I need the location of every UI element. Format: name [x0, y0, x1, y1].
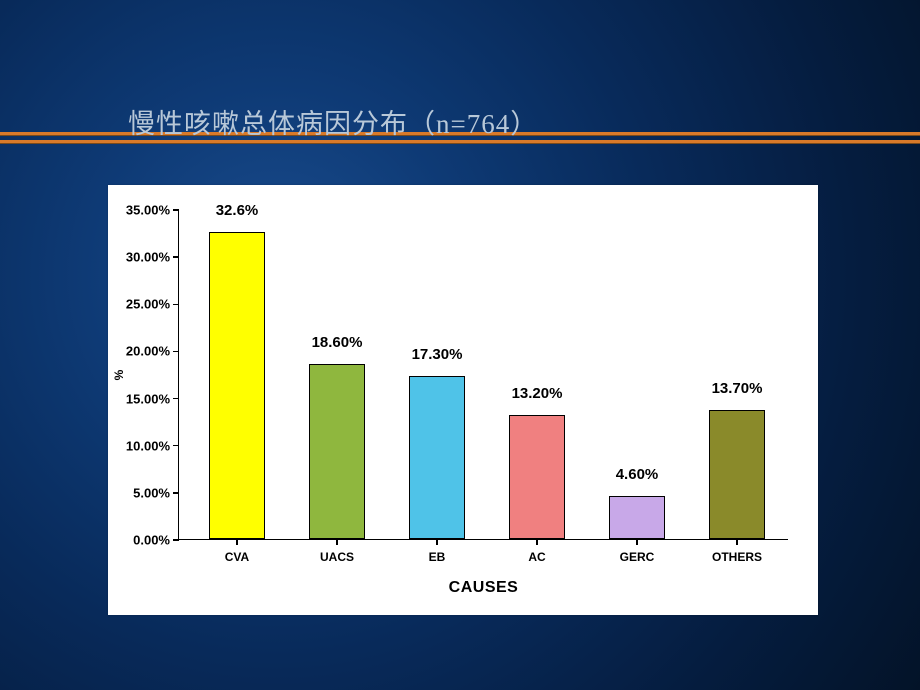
bar-cva: [209, 232, 265, 539]
chart-panel: % CAUSES 0.00% 5.00% 10.00% 15.00% 20.00% 25.…: [108, 185, 818, 615]
bar-eb: [409, 376, 465, 539]
y-tick: [173, 256, 179, 258]
x-tick: [636, 539, 638, 545]
slide-title: 慢性咳嗽总体病因分布（n=764）: [120, 108, 546, 140]
bar-others: [709, 410, 765, 539]
bar-value-label: 13.20%: [487, 385, 587, 402]
chart-plot-area: % CAUSES 0.00%5.00%10.00%15.00%20.00%25.…: [178, 210, 788, 540]
y-tick-label: 30.00%: [110, 250, 170, 265]
y-tick: [173, 351, 179, 353]
x-category-label: EB: [387, 550, 487, 564]
y-tick-label: 10.00%: [110, 438, 170, 453]
x-category-label: UACS: [287, 550, 387, 564]
x-category-label: AC: [487, 550, 587, 564]
bar-gerc: [609, 496, 665, 539]
bar-value-label: 17.30%: [387, 346, 487, 363]
x-tick: [736, 539, 738, 545]
y-tick-label: 15.00%: [110, 391, 170, 406]
x-category-label: OTHERS: [687, 550, 787, 564]
y-tick-label: 0.00%: [110, 533, 170, 548]
x-tick: [336, 539, 338, 545]
bar-uacs: [309, 364, 365, 539]
x-tick: [536, 539, 538, 545]
x-tick: [236, 539, 238, 545]
y-axis-title: %: [112, 369, 126, 380]
y-tick-label: 25.00%: [110, 297, 170, 312]
y-tick-label: 35.00%: [110, 203, 170, 218]
y-tick: [173, 492, 179, 494]
y-tick: [173, 304, 179, 306]
title-rule-bottom: [0, 140, 920, 144]
y-tick-label: 5.00%: [110, 485, 170, 500]
y-tick-label: 20.00%: [110, 344, 170, 359]
y-tick: [173, 539, 179, 541]
x-category-label: GERC: [587, 550, 687, 564]
y-tick: [173, 209, 179, 211]
bar-value-label: 4.60%: [587, 466, 687, 483]
x-category-label: CVA: [187, 550, 287, 564]
x-axis-title: CAUSES: [449, 579, 519, 597]
bar-ac: [509, 415, 565, 539]
bar-value-label: 32.6%: [187, 202, 287, 219]
slide: 慢性咳嗽总体病因分布（n=764） % CAUSES 0.00% 5.00% 10.…: [0, 0, 920, 690]
y-tick: [173, 445, 179, 447]
bar-value-label: 18.60%: [287, 334, 387, 351]
bar-value-label: 13.70%: [687, 380, 787, 397]
x-tick: [436, 539, 438, 545]
y-tick: [173, 398, 179, 400]
